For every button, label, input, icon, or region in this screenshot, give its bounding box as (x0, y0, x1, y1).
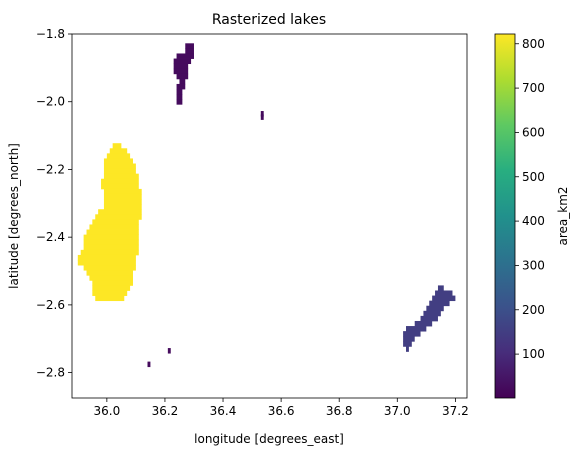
lake-cell (101, 183, 139, 190)
lake-cell (403, 331, 421, 337)
colorbar-label: area_km2 (556, 186, 570, 245)
colorbar-tick-label: 600 (522, 125, 545, 139)
lake-cell (80, 249, 139, 256)
colorbar-ticks: 100 200 300 400 500 600 700 800 (515, 37, 545, 361)
x-tick-label: 36.2 (152, 404, 179, 418)
lake-cell (83, 239, 139, 246)
lake-cell (103, 199, 142, 205)
colorbar-tick-label: 400 (522, 214, 545, 228)
lake-cell (103, 168, 136, 175)
lake-cell (95, 214, 142, 220)
lake-cell (403, 336, 415, 342)
chart-title: Rasterized lakes (212, 12, 326, 28)
lake-cell (173, 68, 189, 75)
lake-cell (95, 295, 125, 302)
colorbar-tick-label: 500 (522, 170, 545, 184)
lake-cell (92, 290, 128, 296)
lake-cell (89, 224, 139, 230)
lake-cell (176, 73, 189, 80)
lake-cell (176, 89, 183, 95)
x-tick-label: 37.2 (442, 404, 469, 418)
lake-cell (185, 43, 194, 49)
lake-cell (429, 300, 450, 307)
lake-cell (103, 188, 142, 195)
x-tick-label: 36.6 (268, 404, 295, 418)
lake-cell (101, 178, 139, 185)
x-axis: 36.0 36.2 36.4 36.6 36.8 37.0 37.2 (93, 398, 469, 418)
y-tick-label: −2.8 (36, 366, 65, 380)
lake-cell (83, 234, 139, 241)
lake-cell (420, 315, 438, 322)
raster-cells (77, 43, 456, 368)
lake-cell (98, 209, 142, 215)
lake-cell (437, 285, 444, 291)
lake-cell (403, 341, 412, 347)
lake-cell (103, 163, 136, 169)
x-axis-label: longitude [degrees_east] (194, 432, 344, 446)
lake-cell (426, 305, 444, 312)
lake-cell (112, 143, 122, 149)
lake-cell (92, 219, 139, 225)
y-tick-label: −2.4 (36, 230, 65, 244)
colorbar-tick-label: 700 (522, 81, 545, 95)
x-tick-label: 37.0 (384, 404, 411, 418)
lake-cell (109, 148, 128, 154)
lake-cell (83, 265, 136, 271)
x-tick-label: 36.0 (93, 404, 120, 418)
lake-cell (167, 348, 171, 354)
y-axis-label: latitude [degrees_north] (7, 143, 21, 289)
y-tick-label: −2.2 (36, 162, 65, 176)
lake-cell (77, 260, 136, 266)
x-tick-label: 36.8 (326, 404, 353, 418)
lake-cell (92, 280, 133, 286)
lake-cell (89, 275, 133, 281)
lake-cell (106, 153, 131, 159)
lake-cell (414, 320, 433, 327)
lake-cell (432, 295, 456, 302)
lake-cell (103, 158, 133, 164)
lake-cell (173, 58, 192, 65)
lake-cell (176, 53, 194, 59)
lake-cell (86, 270, 133, 276)
lake-cell (406, 346, 409, 352)
lake-cell (406, 326, 427, 332)
lake-cell (179, 78, 186, 85)
lake-cell (77, 254, 136, 261)
lake-cell (103, 204, 142, 210)
lake-cell (86, 229, 139, 236)
lake-cell (260, 114, 264, 120)
lake-cell (435, 290, 453, 296)
colorbar-tick-label: 800 (522, 37, 545, 51)
colorbar (494, 33, 516, 399)
lake-cell (176, 94, 183, 100)
colorbar-tick-label: 300 (522, 258, 545, 272)
colorbar-tick-label: 200 (522, 303, 545, 317)
lake-cell (176, 83, 186, 90)
lake-cell (260, 111, 264, 117)
lake-cell (83, 244, 139, 251)
lake-cell (92, 285, 131, 291)
lake-cell (103, 173, 139, 180)
lake-cell (185, 48, 194, 54)
y-tick-label: −1.8 (36, 27, 65, 41)
colorbar-tick-label: 100 (522, 347, 545, 361)
lake-cell (147, 361, 151, 368)
x-tick-label: 36.4 (210, 404, 237, 418)
lake-cell (173, 63, 189, 70)
y-tick-label: −2.0 (36, 95, 65, 109)
axes-frame (71, 33, 468, 399)
lake-cell (103, 193, 142, 200)
y-tick-label: −2.6 (36, 298, 65, 312)
lake-cell (423, 310, 441, 317)
y-axis: −1.8 −2.0 −2.2 −2.4 −2.6 −2.8 (36, 27, 72, 380)
lake-cell (176, 99, 183, 105)
